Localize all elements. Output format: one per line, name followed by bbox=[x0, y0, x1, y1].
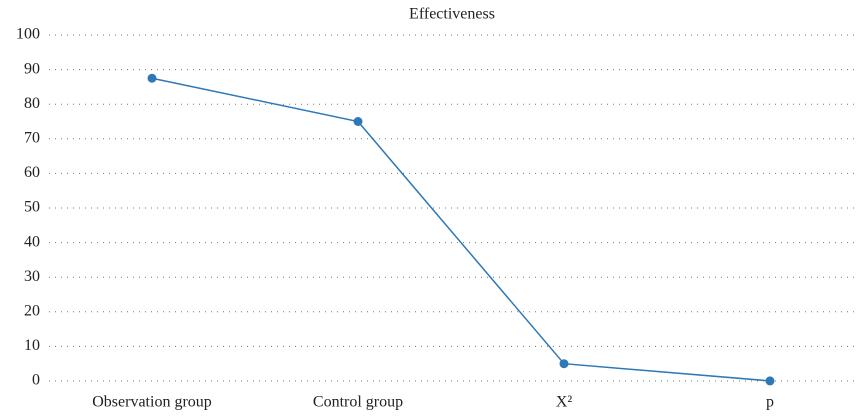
y-tick-label: 30 bbox=[24, 268, 40, 285]
point bbox=[353, 117, 363, 126]
y-tick-label: 100 bbox=[16, 26, 40, 43]
x-tick-label: Control group bbox=[313, 394, 403, 411]
x-tick-label: Observation group bbox=[92, 394, 212, 411]
y-tick-label: 60 bbox=[24, 164, 40, 181]
y-tick-label: 70 bbox=[24, 129, 40, 146]
y-tick-label: 10 bbox=[24, 337, 40, 354]
line bbox=[151, 77, 771, 382]
y-tick-label: 80 bbox=[24, 95, 40, 112]
point bbox=[147, 73, 157, 83]
x-tick-label: X² bbox=[556, 394, 573, 411]
y-tick-label: 90 bbox=[24, 60, 40, 77]
chart-title: Effectiveness bbox=[409, 6, 495, 23]
y-tick-label: 50 bbox=[24, 199, 40, 216]
point bbox=[559, 359, 569, 369]
x-tick-label: p bbox=[766, 394, 774, 411]
y-tick-label: 40 bbox=[24, 233, 40, 250]
y-tick-label: 0 bbox=[32, 372, 40, 389]
point bbox=[765, 376, 775, 386]
y-tick-label: 20 bbox=[24, 302, 40, 319]
